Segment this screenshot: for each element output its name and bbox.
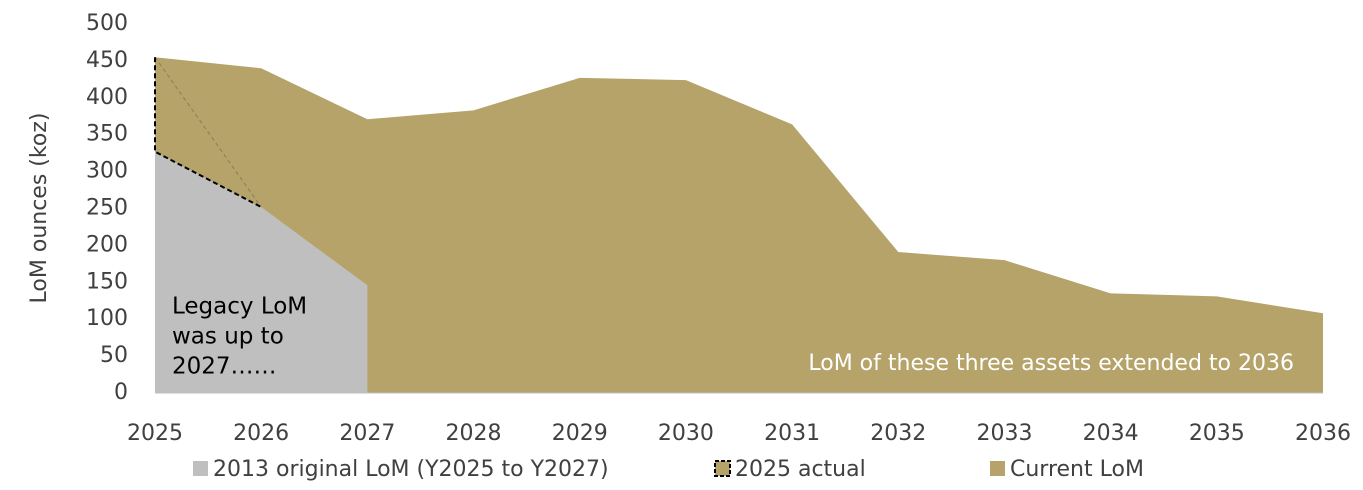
y-tick-label: 150 <box>86 269 128 294</box>
x-tick-label: 2029 <box>552 421 608 446</box>
x-tick-label: 2032 <box>870 421 926 446</box>
y-tick-label: 200 <box>86 232 128 257</box>
x-tick-label: 2036 <box>1295 421 1351 446</box>
y-tick-label: 500 <box>86 11 128 36</box>
x-tick-label: 2031 <box>764 421 820 446</box>
legend-label: Current LoM <box>1010 457 1144 482</box>
legend-swatch <box>714 460 731 477</box>
y-tick-label: 0 <box>114 380 128 405</box>
y-tick-label: 450 <box>86 48 128 73</box>
legend-label: 2013 original LoM (Y2025 to Y2027) <box>213 457 609 482</box>
x-tick-label: 2028 <box>446 421 502 446</box>
actual-top <box>154 56 262 208</box>
annotation: Legacy LoM <box>172 294 307 320</box>
y-tick-label: 100 <box>86 306 128 331</box>
x-tick-label: 2026 <box>233 421 289 446</box>
x-tick-label: 2030 <box>658 421 714 446</box>
x-tick-label: 2033 <box>976 421 1032 446</box>
area <box>155 57 1323 394</box>
y-tick-label: 250 <box>86 196 128 221</box>
annotation: was up to <box>172 324 284 350</box>
annotation: LoM of these three assets extended to 20… <box>808 351 1294 376</box>
y-tick-label: 400 <box>86 85 128 110</box>
legend-swatch <box>990 461 1005 476</box>
y-tick-label: 350 <box>86 122 128 147</box>
legend-swatch <box>193 461 208 476</box>
y-tick-label: 50 <box>100 343 128 368</box>
y-tick-label: 300 <box>86 159 128 184</box>
x-tick-label: 2027 <box>339 421 395 446</box>
annotation: 2027…… <box>172 354 277 380</box>
area <box>155 151 368 393</box>
legend-label: 2025 actual <box>735 457 866 482</box>
x-tick-label: 2035 <box>1189 421 1245 446</box>
x-tick-label: 2034 <box>1083 421 1139 446</box>
x-tick-label: 2025 <box>127 421 183 446</box>
y-axis-label: LoM ounces (koz) <box>27 113 52 304</box>
